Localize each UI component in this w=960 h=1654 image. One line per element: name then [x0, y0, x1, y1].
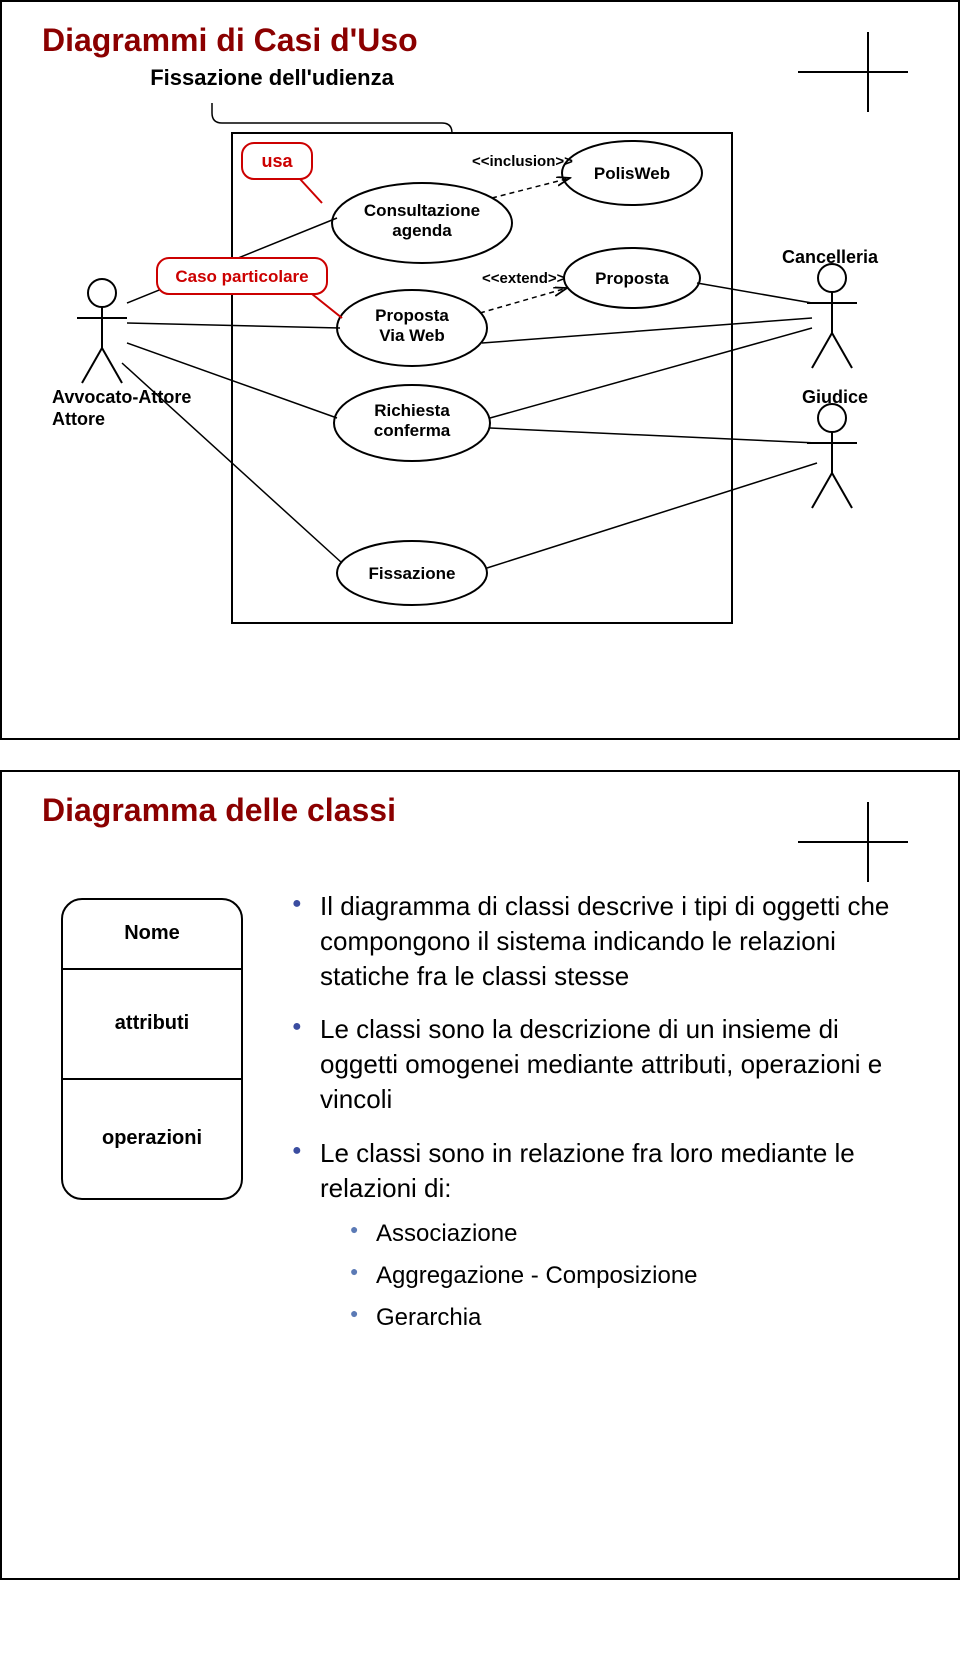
svg-text:Attore: Attore: [52, 409, 105, 429]
svg-text:conferma: conferma: [374, 421, 451, 440]
cross-decoration-icon: [798, 802, 908, 882]
class-box: Nome attributi operazioni: [42, 889, 262, 1229]
actor-avvocato-label: Avvocato-Attore: [52, 387, 191, 407]
svg-text:Richiesta: Richiesta: [374, 401, 450, 420]
slide-class-diagram: Diagramma delle classi Nome attributi op…: [0, 770, 960, 1580]
actor-giudice: [807, 404, 857, 508]
usecase-svg: Avvocato-Attore Attore Cancelleria Giudi…: [42, 103, 922, 663]
svg-text:Proposta: Proposta: [375, 306, 449, 325]
actor-cancelleria: [807, 264, 857, 368]
sub-1: Associazione: [350, 1216, 918, 1252]
slide2-title: Diagramma delle classi: [42, 792, 918, 829]
class-operations: operazioni: [102, 1127, 202, 1149]
sub-bullets: Associazione Aggregazione - Composizione…: [320, 1216, 918, 1336]
svg-text:Caso particolare: Caso particolare: [175, 267, 308, 286]
svg-text:Consultazione: Consultazione: [364, 201, 480, 220]
slide-usecase-diagram: Diagrammi di Casi d'Uso Fissazione dell'…: [0, 0, 960, 740]
svg-text:Via Web: Via Web: [379, 326, 445, 345]
svg-text:PolisWeb: PolisWeb: [594, 164, 670, 183]
cross-decoration-icon: [798, 32, 908, 112]
actor-giudice-label: Giudice: [802, 387, 868, 407]
slide1-title: Diagrammi di Casi d'Uso: [42, 22, 918, 59]
label-inclusion: <<inclusion>>: [472, 153, 573, 170]
label-extend: <<extend>>: [482, 270, 566, 287]
svg-text:agenda: agenda: [392, 221, 452, 240]
bullet-2: Le classi sono la descrizione di un insi…: [292, 1012, 918, 1117]
actor-avvocato: [77, 279, 127, 383]
svg-text:usa: usa: [261, 151, 293, 171]
bullet-1: Il diagramma di classi descrive i tipi d…: [292, 889, 918, 994]
sub-2: Aggregazione - Composizione: [350, 1258, 918, 1294]
slide1-subtitle: Fissazione dell'udienza: [122, 65, 422, 91]
sub-3: Gerarchia: [350, 1300, 918, 1336]
bullet-3: Le classi sono in relazione fra loro med…: [292, 1136, 918, 1336]
class-name: Nome: [124, 922, 180, 944]
svg-text:Proposta: Proposta: [595, 269, 669, 288]
actor-cancelleria-label: Cancelleria: [782, 247, 879, 267]
class-attributes: attributi: [115, 1012, 189, 1034]
class-bullets: Il diagramma di classi descrive i tipi d…: [292, 889, 918, 1336]
svg-text:Fissazione: Fissazione: [369, 564, 456, 583]
